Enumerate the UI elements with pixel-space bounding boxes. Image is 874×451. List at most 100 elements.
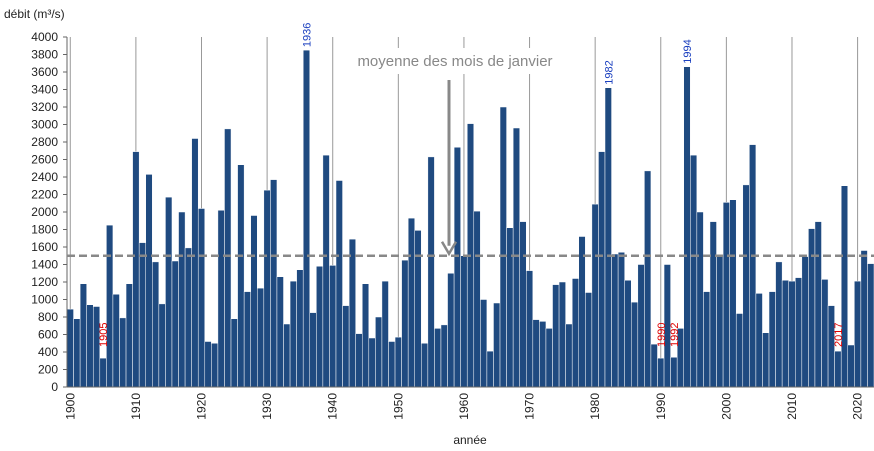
- bar: [342, 305, 350, 388]
- bar: [270, 179, 278, 388]
- y-tick-label: 0: [51, 380, 58, 394]
- bar: [276, 276, 284, 388]
- bar: [322, 154, 330, 388]
- x-tick-label: 1980: [588, 393, 602, 420]
- bar: [624, 280, 632, 388]
- x-tick-label: 1920: [195, 393, 209, 420]
- bar: [414, 230, 422, 388]
- year-annotation: 1992: [669, 323, 681, 347]
- bar: [138, 242, 146, 388]
- bar: [611, 253, 619, 388]
- bar: [178, 211, 186, 388]
- y-tick-label: 1800: [31, 223, 58, 237]
- x-tick-label: 2000: [719, 393, 733, 420]
- bar: [617, 252, 625, 388]
- bar: [296, 269, 304, 388]
- bar: [762, 332, 770, 388]
- bar: [637, 264, 645, 388]
- bar: [112, 294, 120, 388]
- bar: [735, 313, 744, 388]
- bar: [598, 151, 606, 388]
- x-tick-label: 1970: [523, 393, 537, 420]
- bar: [73, 318, 81, 388]
- x-tick-label: 1900: [63, 393, 77, 420]
- bar: [460, 255, 468, 388]
- y-tick-label: 3200: [31, 100, 58, 114]
- bar: [696, 211, 704, 388]
- bar: [709, 221, 717, 388]
- mean-label-bg: [345, 48, 565, 74]
- bar: [552, 284, 560, 388]
- y-tick-label: 1400: [31, 258, 58, 272]
- y-tick-label: 1200: [31, 275, 58, 289]
- bar: [493, 302, 501, 388]
- bar: [348, 238, 356, 388]
- bar: [604, 87, 612, 388]
- bar: [867, 263, 874, 388]
- bar: [329, 265, 337, 388]
- bar: [316, 266, 324, 388]
- x-tick-label: 1950: [391, 393, 405, 420]
- bar: [854, 280, 862, 388]
- bar: [539, 321, 547, 388]
- x-tick-label: 1990: [654, 393, 668, 420]
- y-tick-label: 4000: [31, 30, 58, 44]
- bar: [545, 328, 553, 388]
- bar: [309, 312, 317, 388]
- bar: [361, 283, 370, 388]
- x-tick-label: 1940: [326, 393, 340, 420]
- mean-label: moyenne des mois de janvier: [357, 53, 552, 70]
- bar: [722, 202, 730, 388]
- bar: [703, 291, 711, 388]
- bar: [690, 154, 698, 388]
- y-tick-label: 3400: [31, 83, 58, 97]
- x-tick-label: 2020: [851, 393, 865, 420]
- bar: [421, 343, 429, 388]
- x-tick-label: 1930: [260, 393, 274, 420]
- bar: [571, 278, 580, 388]
- bar: [434, 328, 442, 388]
- bar: [230, 318, 238, 388]
- bar: [447, 273, 455, 388]
- bar: [106, 224, 114, 388]
- bar: [486, 350, 494, 388]
- bar: [860, 250, 868, 388]
- bar: [257, 287, 265, 388]
- y-tick-label: 600: [38, 328, 58, 342]
- bar: [289, 280, 297, 388]
- bar: [145, 174, 153, 388]
- y-axis-title: débit (m³/s): [4, 7, 65, 21]
- y-tick-label: 3600: [31, 65, 58, 79]
- bar: [197, 208, 206, 388]
- bar: [263, 189, 271, 388]
- year-annotation: 1982: [603, 60, 615, 84]
- bar: [243, 291, 251, 388]
- bar: [158, 303, 166, 388]
- bar: [716, 255, 724, 388]
- year-annotation: 1905: [98, 323, 110, 347]
- bar: [558, 281, 566, 388]
- bar: [729, 199, 737, 388]
- bar: [749, 144, 757, 388]
- x-tick-label: 1960: [457, 393, 471, 420]
- bar: [788, 280, 796, 388]
- x-axis-title: année: [453, 433, 487, 447]
- bar: [191, 138, 199, 388]
- bar: [742, 184, 750, 388]
- bar: [184, 247, 192, 388]
- bar: [381, 280, 389, 388]
- bar: [453, 147, 461, 388]
- year-annotation: 2017: [833, 323, 845, 347]
- bar: [125, 283, 133, 388]
- bar: [132, 151, 140, 388]
- y-tick-label: 3800: [31, 48, 58, 62]
- bar: [755, 293, 763, 388]
- bar: [512, 127, 520, 388]
- bar: [519, 221, 527, 388]
- bar: [795, 277, 803, 388]
- bar: [808, 228, 816, 388]
- bar: [821, 279, 829, 388]
- bar: [99, 357, 107, 388]
- bar: [630, 301, 639, 388]
